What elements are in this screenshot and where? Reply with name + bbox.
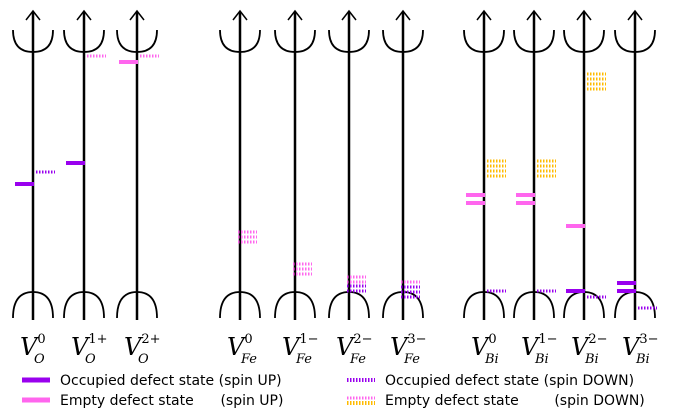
- label-base: V: [124, 333, 144, 361]
- legend-label: Empty defect state (spin UP): [60, 393, 283, 409]
- label-sup: 3−: [407, 332, 426, 347]
- label-sub: Bi: [534, 352, 549, 367]
- conduction-band: [513, 29, 555, 53]
- label-base: V: [227, 333, 247, 361]
- label-sup: 1−: [299, 332, 318, 347]
- valence-band: [274, 291, 316, 319]
- label-sub: Bi: [584, 352, 599, 367]
- label-sub: Fe: [240, 352, 257, 367]
- conduction-band: [63, 29, 105, 53]
- legend-label: Empty defect state (spin DOWN): [385, 393, 645, 409]
- label-sub: O: [138, 352, 149, 367]
- column-label: V1+ O: [71, 332, 108, 367]
- label-sub: Bi: [484, 352, 499, 367]
- column-label: V3− Bi: [622, 332, 659, 367]
- label-sub: Bi: [635, 352, 650, 367]
- arrow-head: [526, 9, 542, 21]
- conduction-band: [219, 29, 261, 53]
- label-sub: Fe: [403, 352, 420, 367]
- label-sub: O: [34, 352, 45, 367]
- label-sub: Fe: [295, 352, 312, 367]
- conduction-band: [463, 29, 505, 53]
- conduction-band: [12, 29, 54, 53]
- valence-band: [382, 291, 424, 319]
- column-label: V1− Bi: [521, 332, 558, 367]
- valence-band: [513, 291, 555, 319]
- column-label: V0 Bi: [471, 332, 499, 367]
- arrow-head: [627, 9, 643, 21]
- label-sup: 3−: [639, 332, 658, 347]
- label-sub: O: [85, 352, 96, 367]
- column-label: V3− Fe: [390, 332, 427, 367]
- valence-band: [63, 291, 105, 319]
- label-sup: 2−: [353, 332, 372, 347]
- legend-label: Occupied defect state (spin DOWN): [385, 373, 634, 389]
- label-sup: 2−: [588, 332, 607, 347]
- arrow-head: [476, 9, 492, 21]
- column-label: V2+ O: [124, 332, 161, 367]
- label-sup: 2+: [141, 332, 160, 347]
- label-sup: 0: [488, 332, 496, 347]
- arrow-head: [76, 9, 92, 21]
- valence-band: [219, 291, 261, 319]
- column-label: V0 Fe: [227, 332, 257, 367]
- label-sup: 0: [244, 332, 252, 347]
- column-label: V2− Bi: [571, 332, 608, 367]
- label-base: V: [336, 333, 356, 361]
- valence-band: [12, 291, 54, 319]
- conduction-band: [614, 29, 656, 53]
- label-base: V: [521, 333, 541, 361]
- label-sup: 0: [37, 332, 45, 347]
- label-sup: 1−: [538, 332, 557, 347]
- valence-band: [463, 291, 505, 319]
- conduction-band: [382, 29, 424, 53]
- label-base: V: [471, 333, 491, 361]
- column-label: V2− Fe: [336, 332, 373, 367]
- arrow-head: [341, 9, 357, 21]
- label-base: V: [71, 333, 91, 361]
- conduction-band: [328, 29, 370, 53]
- label-base: V: [390, 333, 410, 361]
- conduction-band: [563, 29, 605, 53]
- arrow-head: [25, 9, 41, 21]
- label-base: V: [20, 333, 40, 361]
- valence-band: [116, 291, 158, 319]
- arrow-head: [287, 9, 303, 21]
- arrow-head: [129, 9, 145, 21]
- column-label: V0 O: [20, 332, 46, 367]
- label-base: V: [622, 333, 642, 361]
- legend-label: Occupied defect state (spin UP): [60, 373, 282, 389]
- label-base: V: [571, 333, 591, 361]
- arrow-head: [232, 9, 248, 21]
- valence-band: [328, 291, 370, 319]
- label-sup: 1+: [88, 332, 107, 347]
- column-label: V1− Fe: [282, 332, 319, 367]
- arrow-head: [395, 9, 411, 21]
- conduction-band: [116, 29, 158, 53]
- label-sub: Fe: [349, 352, 366, 367]
- arrow-head: [576, 9, 592, 21]
- label-base: V: [282, 333, 302, 361]
- conduction-band: [274, 29, 316, 53]
